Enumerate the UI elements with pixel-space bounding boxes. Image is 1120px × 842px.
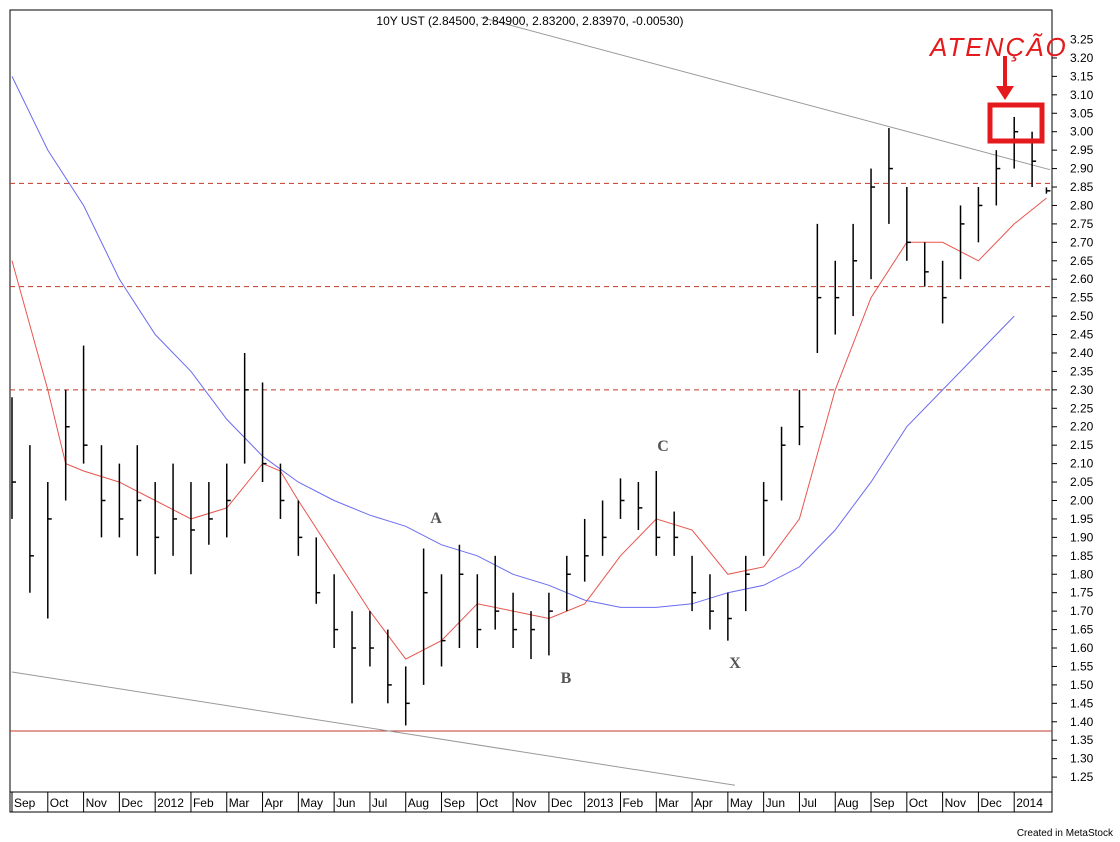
- y-tick-label: 3.25: [1070, 33, 1094, 47]
- y-tick-label: 3.00: [1070, 125, 1094, 139]
- y-tick-label: 1.65: [1070, 623, 1094, 637]
- callout-arrowhead: [996, 86, 1014, 100]
- y-tick-label: 2.20: [1070, 420, 1094, 434]
- y-tick-label: 3.20: [1070, 51, 1094, 65]
- y-tick-label: 2.85: [1070, 180, 1094, 194]
- x-tick-label: Oct: [909, 796, 928, 810]
- x-tick-label: Dec: [551, 796, 572, 810]
- x-tick-label: 2014: [1016, 796, 1043, 810]
- x-tick-label: Apr: [694, 796, 713, 810]
- y-tick-label: 3.05: [1070, 106, 1094, 120]
- y-tick-label: 1.55: [1070, 659, 1094, 673]
- y-tick-label: 2.05: [1070, 475, 1094, 489]
- x-tick-label: Mar: [658, 796, 679, 810]
- y-tick-label: 2.95: [1070, 143, 1094, 157]
- y-tick-label: 2.60: [1070, 272, 1094, 286]
- x-tick-label: Nov: [515, 796, 536, 810]
- x-tick-label: 2012: [157, 796, 184, 810]
- y-tick-label: 1.50: [1070, 678, 1094, 692]
- x-tick-label: Aug: [408, 796, 429, 810]
- y-tick-label: 2.70: [1070, 235, 1094, 249]
- x-axis-band: [9, 791, 1053, 813]
- y-tick-label: 2.15: [1070, 438, 1094, 452]
- x-tick-label: Jun: [766, 796, 785, 810]
- callout-text: ATENÇÃO: [928, 32, 1068, 62]
- axes: 1.25 1.30 1.35 1.40 1.45 1.50 1.55 1.60 1.65 1.70…: [11, 33, 1094, 812]
- x-tick-label: Oct: [479, 796, 498, 810]
- x-tick-label: May: [730, 796, 753, 810]
- x-tick-label: Feb: [622, 796, 643, 810]
- y-tick-label: 2.90: [1070, 162, 1094, 176]
- y-tick-label: 1.90: [1070, 530, 1094, 544]
- y-tick-label: 1.95: [1070, 512, 1094, 526]
- moving-average: [11, 76, 1015, 608]
- x-tick-label: Jul: [372, 796, 387, 810]
- x-tick-label: May: [300, 796, 323, 810]
- y-tick-label: 1.45: [1070, 696, 1094, 710]
- x-tick-label: Jun: [336, 796, 355, 810]
- y-tick-label: 1.60: [1070, 641, 1094, 655]
- x-tick-label: Nov: [86, 796, 107, 810]
- y-tick-label: 3.15: [1070, 69, 1094, 83]
- callout-group: ATENÇÃO: [928, 32, 1068, 144]
- x-tick-label: Oct: [50, 796, 69, 810]
- y-tick-label: 1.30: [1070, 752, 1094, 766]
- wave-label: X: [729, 655, 741, 672]
- y-tick-label: 1.40: [1070, 715, 1094, 729]
- y-tick-label: 2.65: [1070, 254, 1094, 268]
- wave-label: B: [561, 670, 572, 687]
- y-tick-label: 1.80: [1070, 567, 1094, 581]
- x-tick-label: Feb: [193, 796, 214, 810]
- x-tick-label: Sep: [14, 796, 36, 810]
- x-tick-label: Nov: [945, 796, 966, 810]
- y-tick-label: 2.75: [1070, 217, 1094, 231]
- x-tick-label: Aug: [837, 796, 858, 810]
- chart-title: 10Y UST (2.84500, 2.84900, 2.83200, 2.83…: [376, 14, 683, 28]
- wave-label: A: [430, 510, 442, 527]
- credit: Created in MetaStock: [1017, 828, 1114, 839]
- y-tick-label: 2.10: [1070, 457, 1094, 471]
- plot-frame: [9, 9, 1053, 793]
- x-tick-label: Dec: [980, 796, 1001, 810]
- y-tick-label: 2.45: [1070, 328, 1094, 342]
- y-tick-label: 2.00: [1070, 493, 1094, 507]
- y-tick-label: 1.75: [1070, 586, 1094, 600]
- y-tick-label: 1.85: [1070, 549, 1094, 563]
- y-tick-label: 2.35: [1070, 364, 1094, 378]
- x-tick-label: Sep: [873, 796, 895, 810]
- y-tick-label: 2.80: [1070, 198, 1094, 212]
- wave-label: C: [657, 438, 669, 455]
- y-tick-label: 2.55: [1070, 291, 1094, 305]
- x-tick-label: Apr: [265, 796, 284, 810]
- y-tick-label: 2.30: [1070, 383, 1094, 397]
- y-tick-label: 1.25: [1070, 770, 1094, 784]
- x-tick-label: 2013: [587, 796, 614, 810]
- y-tick-label: 2.25: [1070, 401, 1094, 415]
- y-tick-label: 2.40: [1070, 346, 1094, 360]
- x-tick-label: Dec: [121, 796, 142, 810]
- y-tick-label: 1.70: [1070, 604, 1094, 618]
- x-tick-label: Mar: [229, 796, 250, 810]
- moving-average: [11, 197, 1047, 660]
- plot-area: [10, 16, 1052, 786]
- trend-line: [11, 671, 736, 786]
- y-tick-label: 2.50: [1070, 309, 1094, 323]
- y-tick-label: 3.10: [1070, 88, 1094, 102]
- y-tick-label: 1.35: [1070, 733, 1094, 747]
- callout-box: [987, 102, 1045, 144]
- x-tick-label: Sep: [444, 796, 466, 810]
- trend-line: [480, 16, 1051, 171]
- x-tick-label: Jul: [801, 796, 816, 810]
